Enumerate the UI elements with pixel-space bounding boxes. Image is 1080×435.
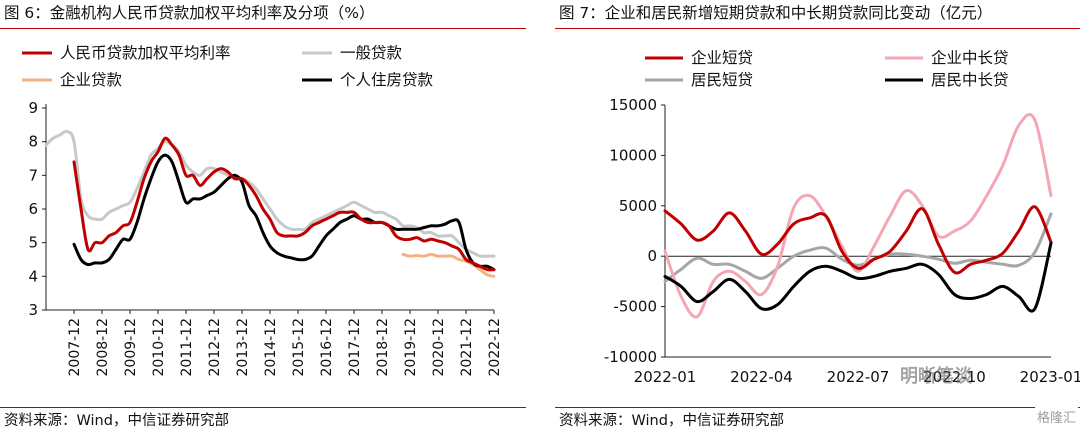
y-axis: 3 4 5 6 7 8 9 <box>28 99 47 319</box>
y-axis: -10000 -5000 0 5000 10000 15000 <box>604 96 666 366</box>
watermark-text: 明晰笔谈 <box>900 366 972 387</box>
x-tick-label: 2022-04 <box>730 368 793 386</box>
series-line-4 <box>663 241 1053 313</box>
x-tick-label: 2020-12 <box>431 318 447 377</box>
left-source-note: 资料来源：Wind，中信证券研究部 <box>4 413 229 429</box>
legend-label-1: 人民币贷款加权平均利率 <box>60 44 231 62</box>
y-tick-label: 0 <box>647 247 657 265</box>
left-figure: 图 6：金融机构人民币贷款加权平均利率及分项（%） 2007-12 2008-12… <box>0 4 526 429</box>
series-line-1 <box>663 205 1053 275</box>
x-tick-label: 2011-12 <box>179 318 195 377</box>
legend-label-4: 居民中长贷 <box>931 71 1009 89</box>
legend-label-4: 个人住房贷款 <box>340 71 434 89</box>
series-line-2 <box>663 113 1053 319</box>
x-tick-label: 2022-10 <box>923 368 986 386</box>
y-tick-label: 9 <box>28 99 38 117</box>
x-tick-label: 2012-12 <box>207 318 223 377</box>
x-tick-label: 2018-12 <box>375 318 391 377</box>
x-tick-label: 2019-12 <box>403 318 419 377</box>
x-tick-label: 2014-12 <box>263 318 279 377</box>
right-source-note: 资料来源：Wind，中信证券研究部 <box>559 413 784 429</box>
legend-label-2: 企业中长贷 <box>931 49 1009 67</box>
y-tick-label: 7 <box>28 166 38 184</box>
x-tick-label: 2010-12 <box>151 318 167 377</box>
y-tick-label: 10000 <box>609 146 657 164</box>
y-tick-label: -5000 <box>613 298 657 316</box>
series-line-2 <box>44 129 496 258</box>
left-figure-title: 图 6：金融机构人民币贷款加权平均利率及分项（%） <box>4 4 375 22</box>
right-source-rule <box>555 407 1080 408</box>
x-tick-label: 2008-12 <box>95 318 111 377</box>
series-line-4 <box>72 153 496 272</box>
watermark-logo-text: 格隆汇 <box>1035 407 1079 426</box>
y-tick-label: 15000 <box>609 96 657 114</box>
y-tick-label: -10000 <box>604 348 657 366</box>
left-source-rule <box>0 407 526 408</box>
right-figure: 图 7：企业和居民新增短期贷款和中长期贷款同比变动（亿元） 2022-01 202… <box>555 0 1080 435</box>
series-line-3 <box>663 212 1053 283</box>
series-line-1 <box>72 136 496 272</box>
right-title-rule <box>555 28 1080 29</box>
x-tick-label: 2007-12 <box>67 318 83 377</box>
right-line-chart: 2022-01 2022-04 2022-07 2022-10 2023-01 -1000… <box>604 49 1080 386</box>
x-tick-label: 2022-07 <box>827 368 890 386</box>
y-tick-label: 6 <box>28 200 38 218</box>
x-tick-label: 2022-12 <box>487 318 503 377</box>
legend-label-2: 一般贷款 <box>340 44 403 62</box>
left-line-chart: 2007-12 2008-12 2009-12 2010-12 2011-12 2012-… <box>22 44 503 377</box>
y-tick-label: 8 <box>28 133 38 151</box>
x-tick-label: 2013-12 <box>235 318 251 377</box>
x-tick-label: 2016-12 <box>319 318 335 377</box>
y-tick-label: 5 <box>28 234 38 252</box>
x-tick-label: 2022-01 <box>634 368 697 386</box>
series-line-3 <box>401 252 496 278</box>
x-axis: 2007-12 2008-12 2009-12 2010-12 2011-12 2012-… <box>46 309 503 377</box>
x-tick-label: 2009-12 <box>123 318 139 377</box>
right-figure-title: 图 7：企业和居民新增短期贷款和中长期贷款同比变动（亿元） <box>559 4 993 22</box>
legend-label-1: 企业短贷 <box>691 49 753 67</box>
x-tick-label: 2021-12 <box>459 318 475 377</box>
legend-label-3: 企业贷款 <box>60 71 123 89</box>
y-tick-label: 3 <box>28 301 38 319</box>
legend-label-3: 居民短贷 <box>691 71 753 89</box>
y-tick-label: 5000 <box>619 197 657 215</box>
x-axis: 2022-01 2022-04 2022-07 2022-10 2023-01 <box>634 255 1080 386</box>
left-title-rule <box>0 28 526 29</box>
x-tick-label: 2023-01 <box>1020 368 1080 386</box>
y-tick-label: 4 <box>28 267 38 285</box>
x-tick-label: 2015-12 <box>291 318 307 377</box>
x-tick-label: 2017-12 <box>347 318 363 377</box>
